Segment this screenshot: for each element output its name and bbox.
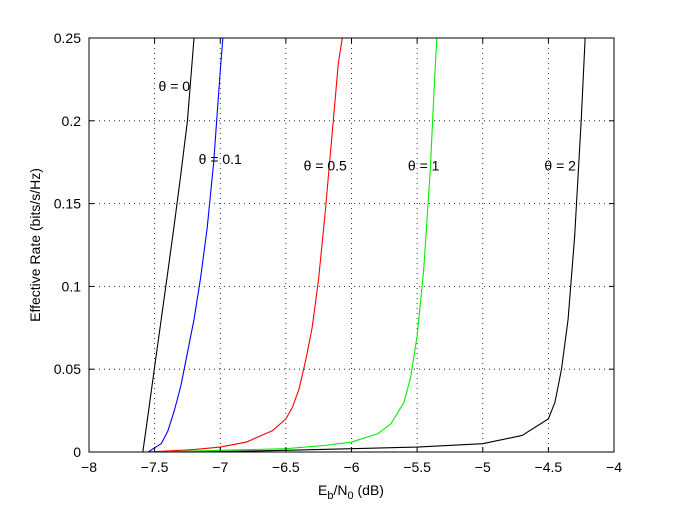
x-tick-label: −8: [81, 459, 97, 475]
y-tick-label: 0.05: [54, 361, 81, 377]
y-tick-label: 0.2: [62, 113, 82, 129]
x-axis-label-mid: /N: [334, 482, 348, 498]
series-line-0: [142, 37, 195, 453]
annotation-label-3: θ = 1: [408, 157, 440, 173]
x-tick-label: −4.5: [535, 459, 563, 475]
x-tick-label: −4: [606, 459, 622, 475]
x-tick-label: −5: [475, 459, 491, 475]
x-axis-label-sub2: 0: [348, 490, 354, 502]
annotation-label-2: θ = 0.5: [304, 157, 347, 173]
y-tick-label: 0.25: [54, 30, 81, 46]
annotation-label-4: θ = 2: [544, 157, 576, 173]
axis-ticks: −8 −7.5 −7 −6.5 −6 −5.5 −5 −4.5 −4 0 0.05 0.1 0.15 0.…: [54, 30, 622, 475]
grid-lines: [89, 38, 614, 452]
x-axis-label-base: E: [318, 482, 327, 498]
series-annotations: θ = 0 θ = 0.1 θ = 0.5 θ = 1 θ = 2: [159, 78, 577, 173]
x-tick-label: −7.5: [141, 459, 169, 475]
annotation-label-1: θ = 0.1: [199, 151, 242, 167]
y-tick-label: 0: [73, 444, 81, 460]
y-tick-label: 0.15: [54, 196, 81, 212]
series-line-1: [147, 37, 224, 453]
y-axis-label: Effective Rate (bits/s/Hz): [27, 168, 43, 322]
series-line-2: [148, 37, 343, 453]
x-tick-label: −6.5: [272, 459, 300, 475]
x-axis-label-tail: (dB): [354, 482, 384, 498]
series-line-3: [154, 37, 438, 453]
x-axis-label: Eb/N0 (dB): [318, 482, 384, 502]
annotation-label-0: θ = 0: [159, 78, 191, 94]
x-tick-label: −6: [344, 459, 360, 475]
x-tick-label: −5.5: [403, 459, 431, 475]
x-tick-label: −7: [212, 459, 228, 475]
y-tick-label: 0.1: [62, 278, 82, 294]
x-axis-label-sub1: b: [327, 490, 333, 502]
plot-area: [89, 38, 614, 452]
